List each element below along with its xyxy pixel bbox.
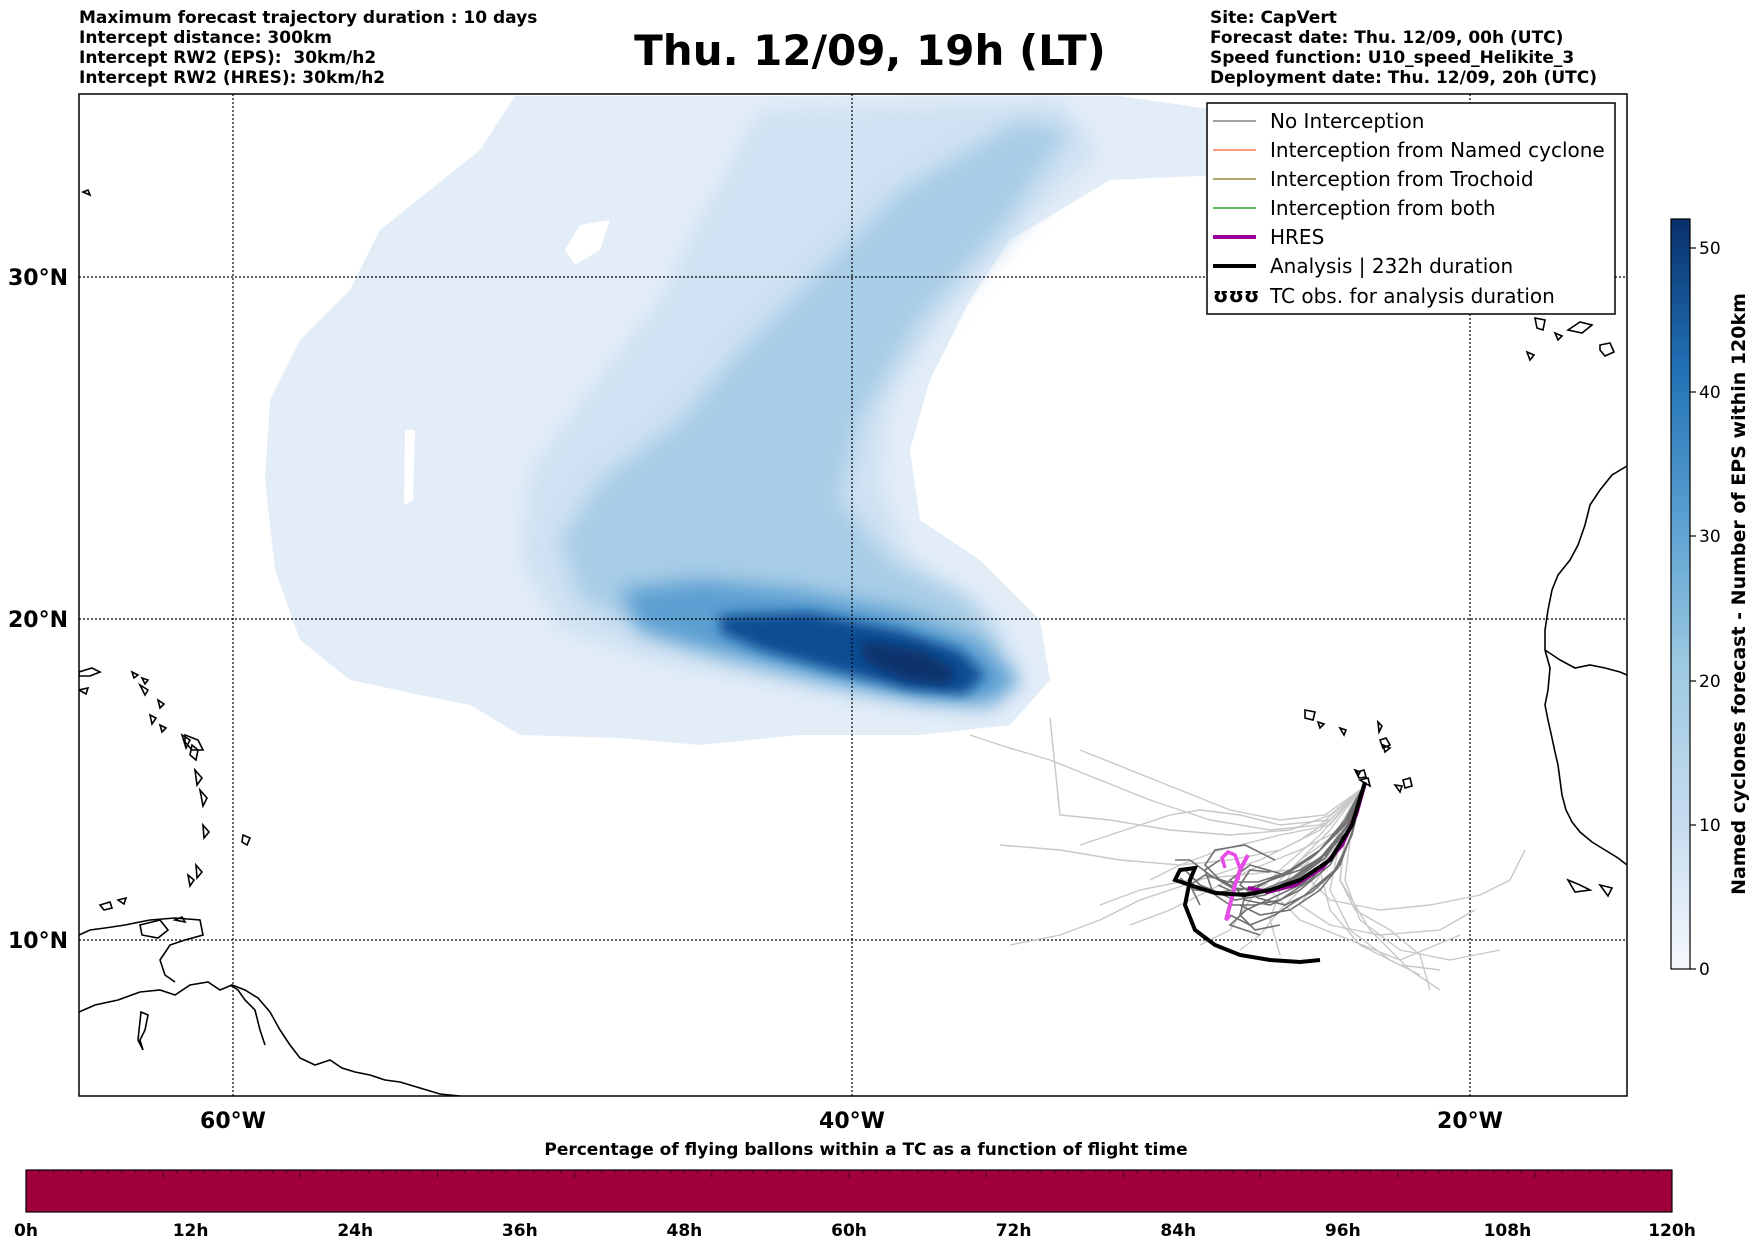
colorbar-tick-20: 20 [1699,672,1721,692]
legend-label-named-cyclone: Interception from Named cyclone [1270,138,1605,162]
lat-label-10n: 10°N [8,929,68,954]
coast-south-america [79,981,461,1096]
percentage-bar-tick-label: 0h [14,1221,38,1241]
density-contour-peak-inner [860,640,955,685]
legend-label-tc-obs: TC obs. for analysis duration [1269,284,1555,308]
legend-label-trochoid: Interception from Trochoid [1270,167,1534,191]
colorbar-tick-10: 10 [1699,816,1721,836]
coast-guyana [229,984,266,1046]
cyclone-density-field [265,96,1280,745]
lon-label-40w: 40°W [819,1109,885,1134]
percentage-bar-tick-label: 108h [1484,1221,1532,1241]
trajectory [999,789,1361,866]
coast-canary-islands [1525,316,1616,362]
coast-guyana-islands [137,1010,149,1051]
percentage-bar-tick-label: 60h [831,1221,867,1241]
hres-trajectory-loop [1220,849,1242,881]
percentage-bar-tick-label: 24h [337,1221,373,1241]
trajectory [1269,789,1361,956]
percentage-bar-tick-label: 48h [667,1221,703,1241]
map-panel: 30°N 20°N 10°N 60°W 40°W 20°W No Interce… [8,93,1628,1134]
trajectory [1199,789,1361,946]
speed-function-text: Speed function: U10_speed_Helikite_3 [1210,48,1575,68]
lat-axis-labels: 30°N 20°N 10°N [8,266,68,954]
coast-azores-mid [80,188,92,197]
coast-islands-lesser-antilles [180,733,211,889]
percentage-bar-tick-label: 36h [502,1221,538,1241]
trajectory [1179,784,1365,893]
trajectory [1079,789,1361,846]
lat-label-30n: 30°N [8,266,68,291]
forecast-date-text: Forecast date: Thu. 12/09, 00h (UTC) [1210,28,1564,48]
legend: No Interception Interception from Named … [1206,102,1616,315]
map-frame [78,93,1628,1097]
percentage-bar-minor-ticks [39,1170,1659,1178]
gridlines [79,94,1627,1096]
coast-cape-verde-south [1355,737,1413,789]
coastlines [79,188,1627,1096]
colorbar-tick-0: 0 [1699,960,1710,980]
intercept-eps-text: Intercept RW2 (EPS): 30km/h2 [79,48,377,68]
colorbar-gradient [1670,218,1691,970]
colorbar-ticks [1690,247,1696,970]
trajectory [1188,784,1365,906]
percentage-bar-title: Percentage of flying ballons within a TC… [544,1140,1187,1160]
page-title-text: Thu. 12/09, 19h (LT) [634,26,1106,75]
coast-trinidad [139,919,170,939]
intercept-distance-text: Intercept distance: 300km [79,28,332,48]
lon-axis-labels: 60°W 40°W 20°W [200,1109,1503,1134]
legend-label-both: Interception from both [1270,196,1496,220]
percentage-bar-tick-label: 120h [1648,1221,1696,1241]
coast-puerto-rico [79,667,102,696]
coast-cape-verde [1304,709,1404,794]
coast-senegal-islands [1566,878,1614,898]
coast-small-islands-1 [138,682,168,734]
percentage-bar-tick-label: 84h [1160,1221,1196,1241]
colorbar-tick-50: 50 [1699,239,1721,259]
colorbar-tick-30: 30 [1699,527,1721,547]
coast-africa-west-bulge [1544,649,1627,676]
trajectory [969,734,1361,831]
deployment-date-text: Deployment date: Thu. 12/09, 20h (UTC) [1210,68,1597,88]
legend-label-analysis: Analysis | 232h duration [1270,254,1513,278]
analysis-trajectory [1172,781,1367,965]
trajectory [1149,789,1361,881]
percentage-bar-tick-label: 96h [1325,1221,1361,1241]
header-right-info: Site: CapVert Forecast date: Thu. 12/09,… [1210,8,1597,88]
trajectory [1238,784,1365,906]
legend-label-no-interception: No Interception [1270,109,1424,133]
intercept-hres-text: Intercept RW2 (HRES): 30km/h2 [79,68,386,88]
coast-virgin-islands [130,670,166,710]
lat-label-20n: 20°N [8,608,68,633]
trajectories [969,717,1526,991]
trajectory [1079,749,1361,821]
max-duration-text: Maximum forecast trajectory duration : 1… [79,8,538,28]
trajectory [1049,717,1361,836]
site-text: Site: CapVert [1210,8,1337,28]
percentage-bar-tick-label: 72h [996,1221,1032,1241]
coast-barbados [241,833,252,847]
lon-label-60w: 60°W [200,1109,266,1134]
density-gap-1 [565,220,610,265]
density-colorbar: 0 10 20 30 40 50 Named cyclones forecast… [1670,218,1750,980]
percentage-bar-tick-labels: 0h 12h 24h 36h 48h 60h 72h 84h 96h 108h 120h [14,1221,1696,1241]
colorbar-tick-40: 40 [1699,383,1721,403]
coast-islands-aruba [98,896,128,911]
legend-frame [1206,102,1616,315]
density-contour-mid [560,120,1070,690]
percentage-bar-tick-label: 12h [173,1221,209,1241]
coast-guadeloupe [184,733,205,751]
coast-africa [1544,465,1627,866]
page-title: Thu. 12/09, 19h (LT) [0,26,1752,75]
lon-label-20w: 20°W [1437,1109,1503,1134]
percentage-bar: Percentage of flying ballons within a TC… [14,1140,1696,1241]
colorbar-label: Named cyclones forecast - Number of EPS … [1728,293,1750,895]
coast-tobago [172,915,187,924]
header-left-info: Maximum forecast trajectory duration : 1… [79,8,537,88]
density-gap-2 [404,430,415,505]
legend-symbol-tc-obs: ʊʊʊ [1213,283,1259,307]
legend-label-hres: HRES [1270,225,1324,249]
coast-venezuela-gulf [79,917,204,983]
